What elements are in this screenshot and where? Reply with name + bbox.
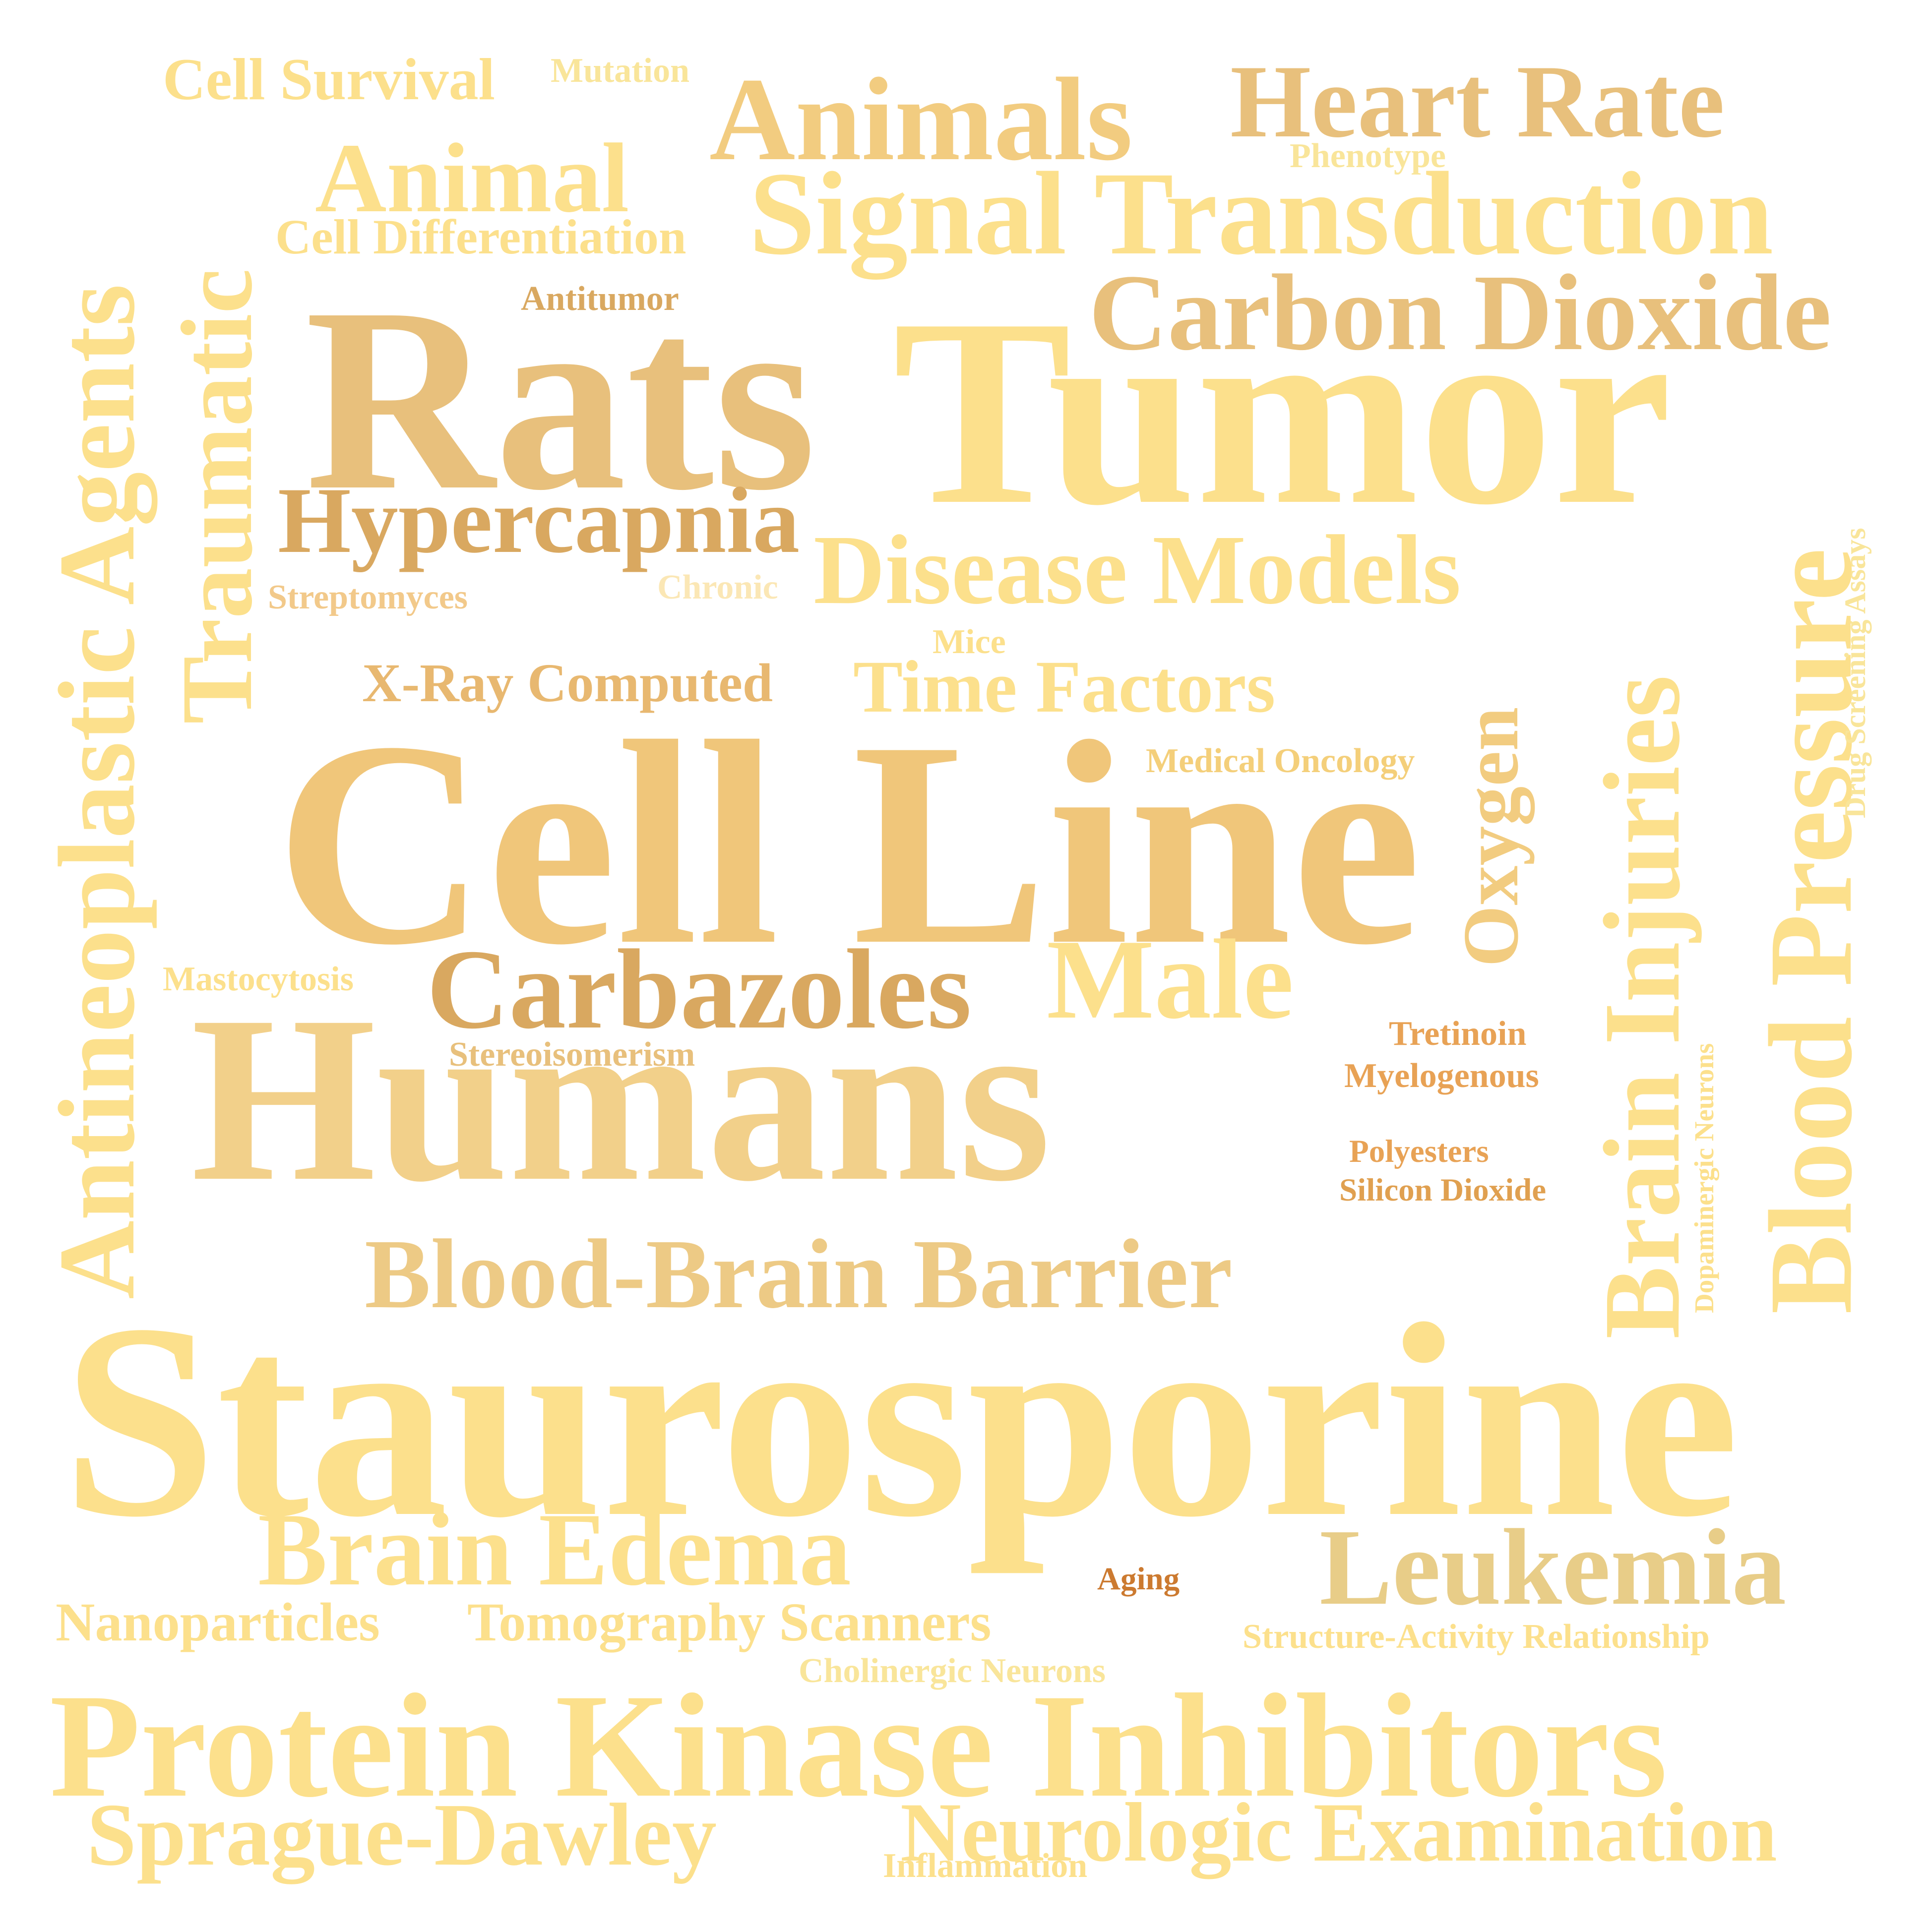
word-streptomyces: Streptomyces [268,578,468,616]
word-neurologic-examination: Neurologic Examination [900,1786,1777,1879]
word-phenotype: Phenotype [1290,137,1446,175]
word-heart-rate: Heart Rate [1230,44,1725,159]
word-aging: Aging [1097,1561,1180,1597]
word-oxygen: Oxygen [1446,707,1535,967]
word-time-factors: Time Factors [853,646,1276,728]
word-cell-differentiation: Cell Differentiation [275,209,686,264]
word-rats: Rats [305,253,816,544]
word-signal-transduction: Signal Transduction [749,147,1774,279]
word-cholinergic-neurons: Cholinergic Neurons [799,1652,1106,1690]
word-tretinoin: Tretinoin [1389,1015,1527,1053]
word-mastocytosis: Mastocytosis [163,960,354,998]
word-brain-injuries: Brain Injuries [1581,675,1702,1339]
word-mice: Mice [933,623,1006,661]
word-polyesters: Polyesters [1349,1134,1489,1169]
word-mutation: Mutation [551,52,689,90]
word-chronic: Chronic [657,568,778,606]
word-carbazoles: Carbazoles [427,926,972,1052]
word-staurosporine: Staurosporine [62,1267,1740,1574]
word-antitumor: Antitumor [521,280,679,318]
word-protein-kinase-inhibitors: Protein Kinase Inhibitors [50,1663,1668,1828]
word-disease-models: Disease Models [813,515,1461,625]
word-carbon-dioxide: Carbon Dioxide [1089,252,1832,373]
word-traumatic: Traumatic [161,268,273,724]
word-blood-brain-barrier: Blood-Brain Barrier [365,1219,1233,1329]
word-stereoisomerism: Stereoisomerism [449,1035,695,1074]
word-cell-survival: Cell Survival [163,46,496,112]
word-silicon-dioxide: Silicon Dioxide [1339,1172,1547,1208]
word-tumor: Tumor [893,263,1672,560]
word-sprague-dawley: Sprague-Dawley [87,1785,717,1884]
word-medical-oncology: Medical Oncology [1146,742,1415,780]
word-male: Male [1047,916,1294,1042]
word-structure-activity-relationship: Structure-Activity Relationship [1243,1618,1710,1656]
word-antineoplastic-agents: Antineoplastic Agents [36,284,157,1299]
word-myelogenous: Myelogenous [1344,1057,1539,1095]
word-animal: Animal [315,123,629,233]
word-nanoparticles: Nanoparticles [56,1592,380,1652]
word-humans: Humans [191,966,1051,1230]
word-leukemia: Leukemia [1319,1507,1787,1628]
word-tomography-scanners: Tomography Scanners [467,1592,992,1652]
word-cell-line: Cell Line [275,681,1422,1005]
word-xray-computed: X-Ray Computed [362,653,773,713]
word-inflammation: Inflammation [883,1847,1088,1885]
word-brain-edema: Brain Edema [258,1492,851,1607]
word-drug-screening-assays: Drug Screening Assays [1839,528,1871,818]
word-animals: Animals [709,53,1133,185]
word-hypercapnia: Hypercapnia [278,469,800,573]
